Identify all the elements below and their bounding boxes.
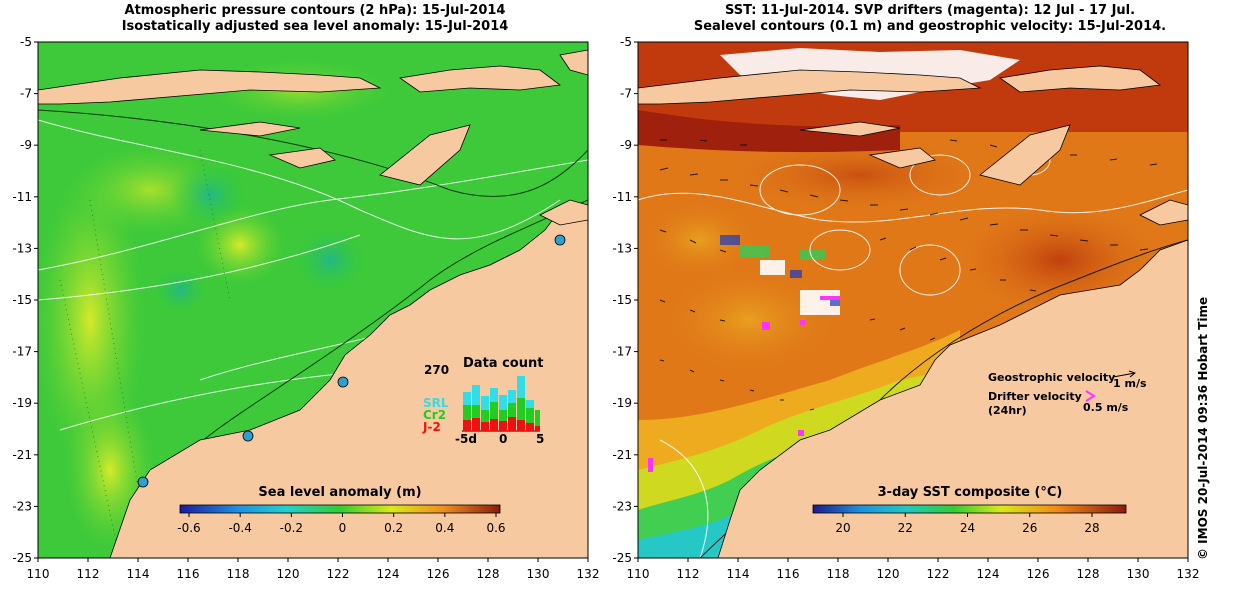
y-tick-label: -17: [12, 345, 32, 359]
x-tick-label: 110: [627, 567, 650, 581]
sla-colorbar-ticks: -0.6 -0.4 -0.2 0 0.2 0.4 0.6: [177, 513, 506, 535]
y-tick-label: -11: [12, 190, 32, 204]
sla-colorbar: [179, 504, 501, 514]
y-tick-label: -23: [12, 499, 32, 513]
credit-text: © IMOS 20-Jul-2014 09:36 Hobart Time: [1196, 296, 1210, 560]
sst-map: [638, 42, 1188, 558]
legend-j2: J-2: [423, 420, 441, 434]
left-title-line1: Atmospheric pressure contours (2 hPa): 1…: [124, 3, 506, 18]
drifter-velocity-label: Drifter velocity: [988, 390, 1082, 403]
colorbar-tick-label: 0.6: [486, 521, 505, 535]
drifter-velocity-scale: 0.5 m/s: [1083, 401, 1129, 414]
x-tick-label: 130: [1127, 567, 1150, 581]
y-tick-label: -25: [612, 551, 632, 565]
velocity-key-arrow: [1112, 370, 1137, 378]
tide-gauge-marker: [242, 430, 254, 442]
legend-srl: SRL: [423, 396, 449, 410]
colorbar-tick-label: 0.4: [435, 521, 454, 535]
x-tick-label: 128: [1077, 567, 1100, 581]
x-tick-label: 118: [227, 567, 250, 581]
y-tick-label: -9: [620, 138, 632, 152]
drifter-key-arrow: [1085, 390, 1096, 402]
x-tick-label: 116: [777, 567, 800, 581]
x-tick-label: 116: [177, 567, 200, 581]
colorbar-tick-label: -0.4: [228, 521, 251, 535]
left-axis-ticks: 110 112 114 116 118 120 122 124 126 128 130 132 -5 -7…: [12, 35, 599, 581]
colorbar-tick-label: 28: [1084, 521, 1099, 535]
data-count-x-label: -5d: [455, 432, 477, 446]
colorbar-tick-label: -0.6: [177, 521, 200, 535]
y-tick-label: -19: [12, 396, 32, 410]
y-tick-label: -25: [12, 551, 32, 565]
drifter-velocity-sublabel: (24hr): [988, 404, 1027, 417]
colorbar-tick-label: 0.2: [384, 521, 403, 535]
x-tick-label: 132: [1177, 567, 1200, 581]
y-tick-label: -19: [612, 396, 632, 410]
x-tick-label: 130: [527, 567, 550, 581]
x-tick-label: 122: [927, 567, 950, 581]
right-title-line1: SST: 11-Jul-2014. SVP drifters (magenta)…: [724, 3, 1136, 18]
data-count-x-label: 0: [499, 432, 508, 446]
x-tick-label: 124: [377, 567, 400, 581]
drifter-tracks: [648, 296, 840, 472]
y-tick-label: -13: [12, 241, 32, 255]
y-tick-label: -17: [612, 345, 632, 359]
y-tick-label: -9: [20, 138, 32, 152]
data-count-bars: [463, 376, 540, 431]
data-count-inset: [462, 376, 540, 432]
colorbar-tick-label: 20: [835, 521, 850, 535]
x-tick-label: 124: [977, 567, 1000, 581]
sst-colorbar-title: 3-day SST composite (°C): [877, 485, 1063, 500]
y-tick-label: -13: [612, 241, 632, 255]
y-tick-label: -11: [612, 190, 632, 204]
y-tick-label: -15: [612, 293, 632, 307]
x-tick-label: 112: [77, 567, 100, 581]
geostrophic-velocity-label: Geostrophic velocity: [988, 371, 1116, 384]
x-tick-label: 120: [277, 567, 300, 581]
y-tick-label: -7: [620, 87, 632, 101]
right-axis-ticks: 110 112 114 116 118 120 122 124 126 128 130 132 -5 -7…: [612, 35, 1199, 581]
x-tick-label: 126: [427, 567, 450, 581]
y-tick-label: -5: [620, 35, 632, 49]
x-tick-label: 110: [27, 567, 50, 581]
sla-map: [38, 42, 588, 558]
sst-colorbar-ticks: 20 22 24 26 28: [835, 513, 1100, 535]
left-title-line2: Isostatically adjusted sea level anomaly…: [121, 19, 509, 34]
data-count-x-label: 5: [536, 432, 545, 446]
x-tick-label: 128: [477, 567, 500, 581]
y-tick-label: -15: [12, 293, 32, 307]
x-tick-label: 122: [327, 567, 350, 581]
legend-cr2: Cr2: [423, 408, 447, 422]
y-tick-label: -21: [12, 448, 32, 462]
geostrophic-velocity-scale: 1 m/s: [1113, 377, 1147, 390]
x-tick-label: 118: [827, 567, 850, 581]
colorbar-tick-label: 26: [1022, 521, 1037, 535]
sst-colorbar: [812, 504, 1127, 514]
y-tick-label: -23: [612, 499, 632, 513]
tide-gauge-marker: [554, 234, 566, 246]
y-tick-label: -5: [20, 35, 32, 49]
tide-gauge-marker: [137, 476, 149, 488]
x-tick-label: 114: [127, 567, 150, 581]
data-count-title: Data count: [463, 356, 544, 371]
x-tick-label: 112: [677, 567, 700, 581]
tide-gauge-marker: [337, 376, 349, 388]
x-tick-label: 132: [577, 567, 600, 581]
x-tick-label: 120: [877, 567, 900, 581]
colorbar-tick-label: 22: [898, 521, 913, 535]
colorbar-tick-label: -0.2: [280, 521, 303, 535]
x-tick-label: 126: [1027, 567, 1050, 581]
y-tick-label: -21: [612, 448, 632, 462]
right-title-line2: Sealevel contours (0.1 m) and geostrophi…: [693, 19, 1167, 34]
sla-colorbar-title: Sea level anomaly (m): [258, 485, 422, 500]
x-tick-label: 114: [727, 567, 750, 581]
colorbar-tick-label: 0: [339, 521, 347, 535]
colorbar-tick-label: 24: [960, 521, 975, 535]
pressure-contour-label: 270: [424, 363, 450, 377]
y-tick-label: -7: [20, 87, 32, 101]
